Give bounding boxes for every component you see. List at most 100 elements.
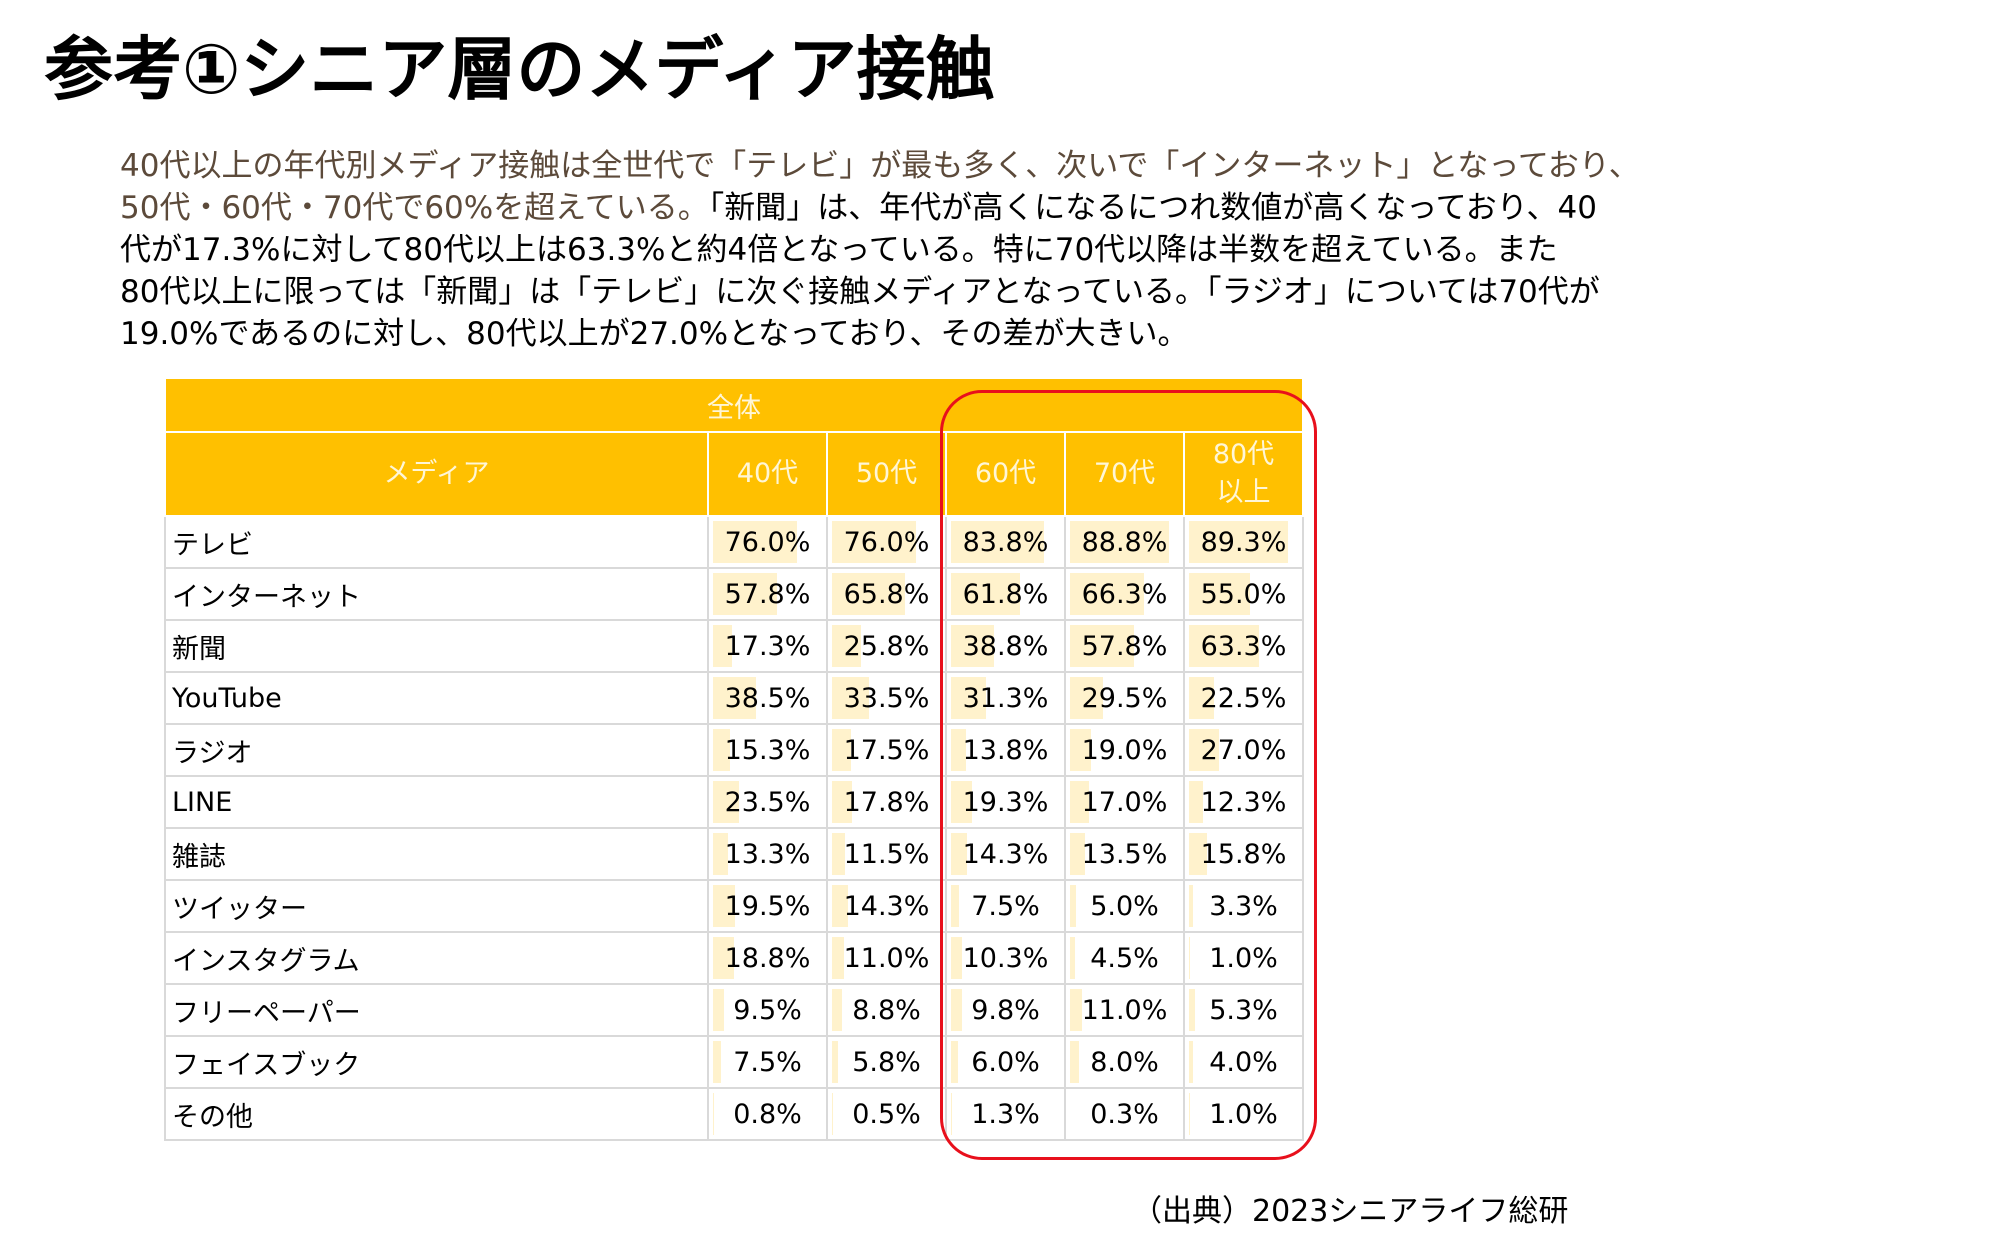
- value-cell: 9.5%: [707, 983, 828, 1037]
- value-text: 17.5%: [843, 734, 930, 766]
- age-70-header: 70代: [1064, 431, 1185, 517]
- value-cell: 8.8%: [826, 983, 947, 1037]
- value-bar: [832, 573, 905, 615]
- value-text: 76.0%: [843, 526, 930, 558]
- media-name-cell: ツイッター: [164, 879, 709, 933]
- value-bar: [951, 677, 986, 719]
- table-row: テレビ 76.0% 76.0% 83.8% 88.8% 89.3%: [164, 515, 1304, 569]
- value-text: 15.3%: [724, 734, 811, 766]
- media-name-cell: ラジオ: [164, 723, 709, 777]
- value-cell: 83.8%: [945, 515, 1066, 569]
- value-text: 19.0%: [1081, 734, 1168, 766]
- description-line: 19.0%であるのに対し、80代以上が27.0%となっており、その差が大きい。: [120, 316, 1189, 352]
- table-body: テレビ 76.0% 76.0% 83.8% 88.8% 89.3% インターネット 57.8%…: [164, 515, 1304, 1141]
- age-80-plus-header: 80代 以上: [1183, 431, 1304, 517]
- value-bar: [951, 521, 1044, 563]
- value-text: 13.5%: [1081, 838, 1168, 870]
- value-bar: [713, 625, 732, 667]
- value-cell: 17.8%: [826, 775, 947, 829]
- value-text: 1.3%: [971, 1098, 1040, 1130]
- age-60-header: 60代: [945, 431, 1066, 517]
- value-bar: [1070, 989, 1082, 1031]
- value-cell: 4.0%: [1183, 1035, 1304, 1089]
- value-text: 63.3%: [1200, 630, 1287, 662]
- value-cell: 14.3%: [826, 879, 947, 933]
- value-cell: 4.5%: [1064, 931, 1185, 985]
- value-bar: [832, 833, 845, 875]
- value-cell: 1.0%: [1183, 1087, 1304, 1141]
- value-text: 23.5%: [724, 786, 811, 818]
- age-40-header: 40代: [707, 431, 828, 517]
- value-bar: [1189, 885, 1193, 927]
- value-bar: [951, 885, 959, 927]
- table-group-header-row: 全体: [164, 377, 1304, 433]
- value-bar: [951, 573, 1020, 615]
- value-text: 76.0%: [724, 526, 811, 558]
- value-cell: 17.3%: [707, 619, 828, 673]
- value-bar: [1070, 625, 1134, 667]
- table-row: 新聞 17.3% 25.8% 38.8% 57.8% 63.3%: [164, 619, 1304, 673]
- value-text: 5.3%: [1209, 994, 1278, 1026]
- value-cell: 76.0%: [826, 515, 947, 569]
- value-cell: 76.0%: [707, 515, 828, 569]
- value-bar: [832, 729, 851, 771]
- value-bar: [1189, 781, 1203, 823]
- value-cell: 11.0%: [1064, 983, 1185, 1037]
- value-bar: [1070, 885, 1076, 927]
- value-cell: 8.0%: [1064, 1035, 1185, 1089]
- value-bar: [951, 1041, 958, 1083]
- value-cell: 23.5%: [707, 775, 828, 829]
- value-bar: [713, 1041, 721, 1083]
- value-text: 27.0%: [1200, 734, 1287, 766]
- value-cell: 7.5%: [945, 879, 1066, 933]
- value-text: 57.8%: [724, 578, 811, 610]
- value-text: 57.8%: [1081, 630, 1168, 662]
- value-cell: 57.8%: [707, 567, 828, 621]
- value-cell: 6.0%: [945, 1035, 1066, 1089]
- value-text: 19.3%: [962, 786, 1049, 818]
- value-bar: [1070, 781, 1089, 823]
- value-cell: 31.3%: [945, 671, 1066, 725]
- value-bar: [713, 937, 734, 979]
- value-bar: [1189, 989, 1195, 1031]
- table-column-header-row: メディア 40代 50代 60代 70代 80代 以上: [164, 431, 1304, 517]
- media-name-cell: YouTube: [164, 671, 709, 725]
- value-cell: 57.8%: [1064, 619, 1185, 673]
- media-name-cell: フリーペーパー: [164, 983, 709, 1037]
- value-cell: 17.5%: [826, 723, 947, 777]
- description-paragraph: 40代以上の年代別メディア接触は全世代で「テレビ」が最も多く、次いで「インターネ…: [120, 145, 1640, 355]
- table-row: その他 0.8% 0.5% 1.3% 0.3% 1.0%: [164, 1087, 1304, 1141]
- description-line: 50代・60代・70代で60%を超えている。「新聞」は、年代が高くになるにつれ数…: [120, 187, 1620, 229]
- value-bar: [1070, 729, 1091, 771]
- table-row: フリーペーパー 9.5% 8.8% 9.8% 11.0% 5.3%: [164, 983, 1304, 1037]
- value-text: 7.5%: [971, 890, 1040, 922]
- value-text: 83.8%: [962, 526, 1049, 558]
- value-cell: 0.3%: [1064, 1087, 1185, 1141]
- value-text: 9.5%: [733, 994, 802, 1026]
- value-text: 13.8%: [962, 734, 1049, 766]
- value-text: 15.8%: [1200, 838, 1287, 870]
- value-text: 61.8%: [962, 578, 1049, 610]
- value-cell: 22.5%: [1183, 671, 1304, 725]
- value-text: 38.5%: [724, 682, 811, 714]
- value-bar: [1189, 937, 1190, 979]
- value-bar: [832, 781, 852, 823]
- description-segment: 50代・60代・70代で60%を超えている。: [120, 190, 709, 226]
- value-text: 12.3%: [1200, 786, 1287, 818]
- value-cell: 13.8%: [945, 723, 1066, 777]
- value-bar: [1189, 573, 1250, 615]
- value-bar: [713, 989, 724, 1031]
- value-cell: 29.5%: [1064, 671, 1185, 725]
- value-text: 17.3%: [724, 630, 811, 662]
- value-bar: [1189, 625, 1259, 667]
- table-row: ツイッター 19.5% 14.3% 7.5% 5.0% 3.3%: [164, 879, 1304, 933]
- value-text: 0.5%: [852, 1098, 921, 1130]
- value-cell: 0.8%: [707, 1087, 828, 1141]
- value-bar: [951, 937, 962, 979]
- media-name-cell: フェイスブック: [164, 1035, 709, 1089]
- value-cell: 65.8%: [826, 567, 947, 621]
- value-bar: [832, 1093, 833, 1135]
- value-bar: [713, 521, 797, 563]
- value-cell: 11.0%: [826, 931, 947, 985]
- value-cell: 38.5%: [707, 671, 828, 725]
